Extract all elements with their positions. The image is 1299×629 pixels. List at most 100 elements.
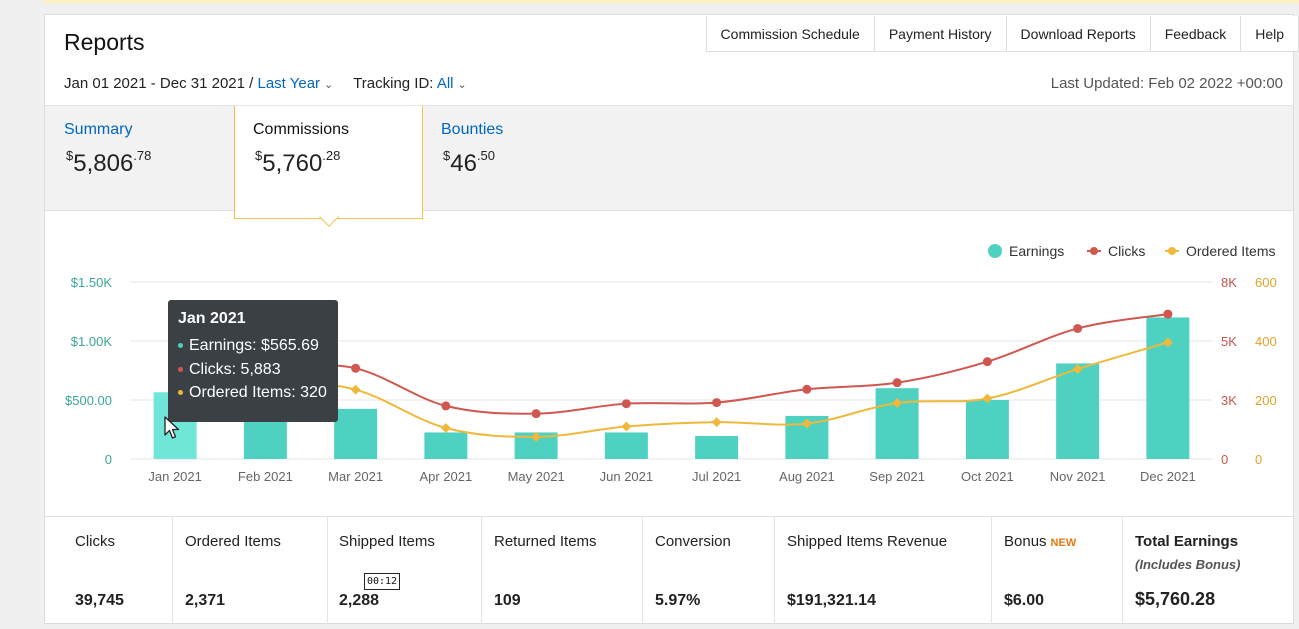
tooltip-earnings-row: Earnings: $565.69	[178, 334, 328, 358]
legend-ordered-items-marker	[1168, 247, 1176, 255]
clicks-point	[351, 363, 361, 373]
stat-returned-items: Returned Items 109	[482, 517, 643, 625]
clicks-point	[441, 401, 451, 411]
x-axis-label: Jul 2021	[692, 469, 741, 484]
clicks-axis-tick: 8K	[1221, 275, 1237, 290]
payment-history-link[interactable]: Payment History	[874, 16, 1007, 52]
x-axis-label: Mar 2021	[328, 469, 383, 484]
stat-shipped-items: Shipped Items 2,288	[328, 517, 482, 625]
legend-clicks-label: Clicks	[1108, 243, 1145, 259]
clicks-point	[621, 399, 631, 409]
clicks-point	[531, 409, 541, 419]
tab-summary-amount: $5,806.78	[66, 148, 152, 177]
filter-bar: Jan 01 2021 - Dec 31 2021 / Last Year ⌄ T…	[64, 75, 483, 92]
ordered-axis-tick: 400	[1255, 334, 1277, 349]
stat-bonus: Bonus NEW $6.00	[992, 517, 1123, 625]
x-axis-label: Oct 2021	[961, 469, 1014, 484]
left-axis-tick: $1.50K	[71, 275, 113, 290]
legend-earnings-label: Earnings	[1009, 243, 1064, 259]
reports-card: Reports Commission Schedule Payment Hist…	[44, 14, 1299, 625]
legend-earnings-marker	[988, 244, 1002, 258]
tab-summary-label: Summary	[64, 121, 133, 138]
ordered-items-point	[621, 421, 632, 432]
clicks-axis-tick: 3K	[1221, 393, 1237, 408]
earnings-bar	[604, 432, 648, 459]
help-link[interactable]: Help	[1241, 16, 1299, 52]
clicks-dot-icon	[178, 366, 183, 372]
tab-bounties[interactable]: Bounties $46.50	[441, 106, 601, 212]
clicks-axis-tick: 5K	[1221, 334, 1237, 349]
tracking-id-label: Tracking ID:	[353, 75, 434, 92]
chart-legend: Earnings Clicks Ordered Items	[988, 243, 1275, 259]
clicks-point	[1073, 323, 1083, 333]
legend-clicks-marker	[1090, 247, 1098, 255]
earnings-bar	[1056, 363, 1100, 459]
x-axis-label: Nov 2021	[1050, 469, 1106, 484]
stat-shipped-revenue: Shipped Items Revenue $191,321.14	[775, 517, 992, 625]
ordered-axis-tick: 600	[1255, 275, 1277, 290]
chevron-down-icon[interactable]: ⌄	[457, 79, 467, 91]
tab-commissions-label: Commissions	[253, 121, 350, 138]
tooltip-clicks-row: Clicks: 5,883	[178, 358, 328, 382]
left-axis-tick: $1.00K	[71, 334, 113, 349]
left-axis-tick: 0	[105, 452, 112, 467]
ordered-items-point	[1162, 337, 1173, 348]
ordered-items-point	[711, 417, 722, 428]
tooltip-title: Jan 2021	[178, 310, 246, 327]
ordered-items-point	[892, 398, 903, 408]
earnings-bar	[965, 400, 1009, 459]
commission-schedule-link[interactable]: Commission Schedule	[706, 16, 875, 52]
x-axis-label: Jun 2021	[600, 469, 654, 484]
chart-tooltip: Jan 2021 Earnings: $565.69 Clicks: 5,883…	[168, 300, 338, 422]
x-axis-label: Dec 2021	[1140, 469, 1196, 484]
earnings-bar	[334, 408, 378, 459]
tab-commissions-amount: $5,760.28	[255, 148, 341, 177]
download-reports-link[interactable]: Download Reports	[1006, 16, 1151, 52]
earnings-bar	[424, 432, 468, 459]
clicks-axis-tick: 0	[1221, 452, 1228, 467]
mouse-cursor-icon	[164, 416, 180, 439]
clicks-line	[174, 313, 1169, 415]
x-axis-label: Feb 2021	[238, 469, 293, 484]
clicks-point	[1163, 309, 1173, 319]
x-axis-label: Aug 2021	[779, 469, 835, 484]
tab-commissions[interactable]: Commissions $5,760.28	[234, 106, 423, 227]
ordered-axis-tick: 200	[1255, 393, 1277, 408]
stat-total-earnings: Total Earnings (Includes Bonus) $5,760.2…	[1135, 533, 1241, 609]
ordered-items-point	[1072, 364, 1083, 374]
period-dropdown[interactable]: Last Year	[257, 75, 321, 92]
x-axis-labels: Jan 2021 Feb 2021 Mar 2021 Apr 2021 May 2021…	[148, 469, 1195, 484]
clicks-point	[982, 357, 992, 367]
clicks-point	[712, 398, 722, 408]
tab-bounties-amount: $46.50	[443, 148, 496, 177]
tab-summary[interactable]: Summary $5,806.78	[64, 106, 224, 212]
left-axis-tick: $500.00	[65, 393, 112, 408]
x-axis-label: Apr 2021	[419, 469, 472, 484]
feedback-link[interactable]: Feedback	[1150, 16, 1242, 52]
x-axis-label: May 2021	[508, 469, 565, 484]
earnings-chart: Earnings Clicks Ordered Items 0 0 0 $500.00 3K…	[65, 243, 1277, 484]
earnings-dot-icon	[178, 343, 183, 349]
legend-ordered-items-label: Ordered Items	[1186, 243, 1275, 259]
chevron-down-icon[interactable]: ⌄	[324, 79, 334, 91]
ordered-items-point	[350, 384, 361, 395]
ordered-items-point	[982, 393, 993, 404]
new-badge: NEW	[1050, 537, 1077, 549]
date-separator: /	[249, 75, 254, 92]
x-axis-label: Jan 2021	[148, 469, 202, 484]
ordered-items-point	[531, 431, 542, 442]
stat-clicks: Clicks 39,745	[45, 517, 173, 625]
top-notice-strip	[44, 0, 1299, 4]
video-timer-overlay: 00:12	[364, 573, 400, 590]
x-axis-label: Sep 2021	[869, 469, 925, 484]
summary-tabs: Summary $5,806.78 Commissions $5,760.28 …	[45, 105, 1293, 227]
ordered-items-line	[174, 341, 1169, 438]
tracking-id-dropdown[interactable]: All	[436, 75, 454, 92]
chart-axes: 0 0 0 $500.00 3K 200 $1.00K 5K 400 $1.50K 8K 600	[65, 275, 1277, 467]
page-title: Reports	[64, 29, 145, 55]
last-updated: Last Updated: Feb 02 2022 +00:00	[1050, 75, 1283, 92]
clicks-point	[892, 378, 902, 388]
ordered-items-point	[440, 423, 451, 433]
date-range: Jan 01 2021 - Dec 31 2021	[64, 75, 245, 92]
stat-conversion: Conversion 5.97%	[643, 517, 775, 625]
